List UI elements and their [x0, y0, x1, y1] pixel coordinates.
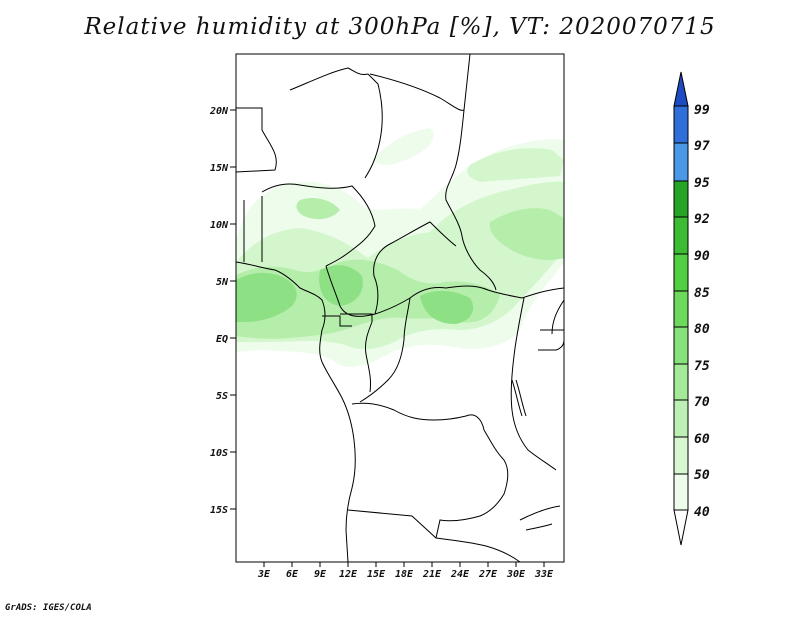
humidity-band-60-east	[489, 208, 564, 260]
humidity-band-75-central	[319, 265, 363, 306]
colorbar-label-50: 50	[694, 468, 710, 483]
border-zambia	[435, 429, 509, 539]
humidity-field	[236, 128, 564, 367]
colorbar-bottom-arrow	[673, 509, 689, 546]
colorbar-label-70: 70	[694, 395, 710, 410]
colorbar-segment-92-95	[673, 180, 689, 218]
map-frame	[235, 53, 565, 563]
colorbar-label-99: 99	[694, 103, 710, 118]
lat-label-5n: 5N	[216, 277, 229, 288]
colorbar-label-92: 92	[694, 212, 710, 227]
border-libya-chad	[369, 54, 471, 111]
border-nigeria	[261, 183, 376, 267]
colorbar-label-60: 60	[694, 432, 710, 447]
border-angola	[351, 402, 485, 431]
border-west-small	[243, 196, 263, 262]
colorbar-segment-97-99	[673, 105, 689, 144]
colorbar-segment-80-85	[673, 290, 689, 328]
colorbar-label-85: 85	[694, 286, 710, 301]
lat-label-5s: 5S	[216, 391, 228, 402]
border-drc-west	[359, 297, 411, 403]
colorbar-segment-95-97	[673, 142, 689, 182]
colorbar-label-40: 40	[694, 505, 710, 520]
border-congo	[340, 313, 373, 393]
border-north-1	[236, 107, 277, 173]
colorbar: 99 97 95 92 90 85 80 75 70 60 50 40	[673, 71, 710, 546]
lon-label-30e: 30E	[506, 569, 526, 580]
colorbar-label-97: 97	[694, 139, 710, 154]
humidity-band-60-north	[296, 198, 340, 220]
lat-label-eq: EQ	[216, 334, 228, 345]
lon-label-18e: 18E	[395, 569, 414, 580]
border-south	[519, 505, 561, 531]
lon-label-6e: 6E	[286, 569, 299, 580]
humidity-band-40-north	[372, 128, 434, 165]
border-east	[510, 297, 557, 471]
humidity-band-50-ne	[467, 148, 564, 182]
colorbar-segment-60-70	[673, 399, 689, 438]
colorbar-label-80: 80	[694, 322, 710, 337]
lon-label-3e: 3E	[257, 569, 271, 580]
colorbar-segment-75-80	[673, 326, 689, 365]
lon-axis: 3E 6E 9E 12E 15E 18E 21E 24E 27E 30E 33E	[257, 562, 554, 580]
lon-label-15e: 15E	[367, 569, 386, 580]
colorbar-segment-85-90	[673, 253, 689, 292]
humidity-band-75-east	[420, 290, 474, 324]
colorbar-segment-70-75	[673, 363, 689, 401]
colorbar-segment-90-92	[673, 216, 689, 255]
coastline	[236, 261, 356, 562]
border-cameroon	[325, 221, 457, 317]
map-borders	[236, 54, 564, 562]
humidity-band-60	[236, 259, 500, 339]
lon-label-27e: 27E	[478, 569, 498, 580]
lon-label-9e: 9E	[314, 569, 327, 580]
border-car	[374, 285, 564, 315]
lat-label-10s: 10S	[210, 448, 228, 459]
lon-label-24e: 24E	[450, 569, 470, 580]
lon-label-33e: 33E	[534, 569, 554, 580]
grads-credit: GrADS: IGES/COLA	[5, 603, 92, 613]
border-namibia	[347, 509, 521, 562]
border-uganda	[538, 329, 564, 351]
lat-label-10n: 10N	[210, 220, 229, 231]
lon-label-21e: 21E	[422, 569, 442, 580]
lat-axis: 20N 15N 10N 5N EQ 5S 10S 15S	[209, 106, 236, 516]
colorbar-label-75: 75	[694, 359, 710, 374]
humidity-band-75	[236, 272, 297, 322]
colorbar-top-arrow	[673, 71, 689, 107]
border-chad-sudan	[445, 109, 497, 291]
colorbar-label-90: 90	[694, 249, 710, 264]
colorbar-label-95: 95	[694, 176, 710, 191]
border-gabon	[322, 315, 352, 327]
coastline-east-africa	[551, 299, 564, 335]
lat-label-15n: 15N	[210, 163, 229, 174]
border-north-2	[289, 67, 383, 179]
colorbar-segment-40-50	[673, 473, 689, 511]
border-lake-tanganyika	[511, 379, 527, 417]
lat-label-15s: 15S	[210, 505, 228, 516]
map-title: Relative humidity at 300hPa [%], VT: 202…	[84, 14, 716, 40]
lon-label-12e: 12E	[339, 569, 358, 580]
colorbar-segment-50-60	[673, 436, 689, 475]
lat-label-20n: 20N	[209, 106, 229, 117]
